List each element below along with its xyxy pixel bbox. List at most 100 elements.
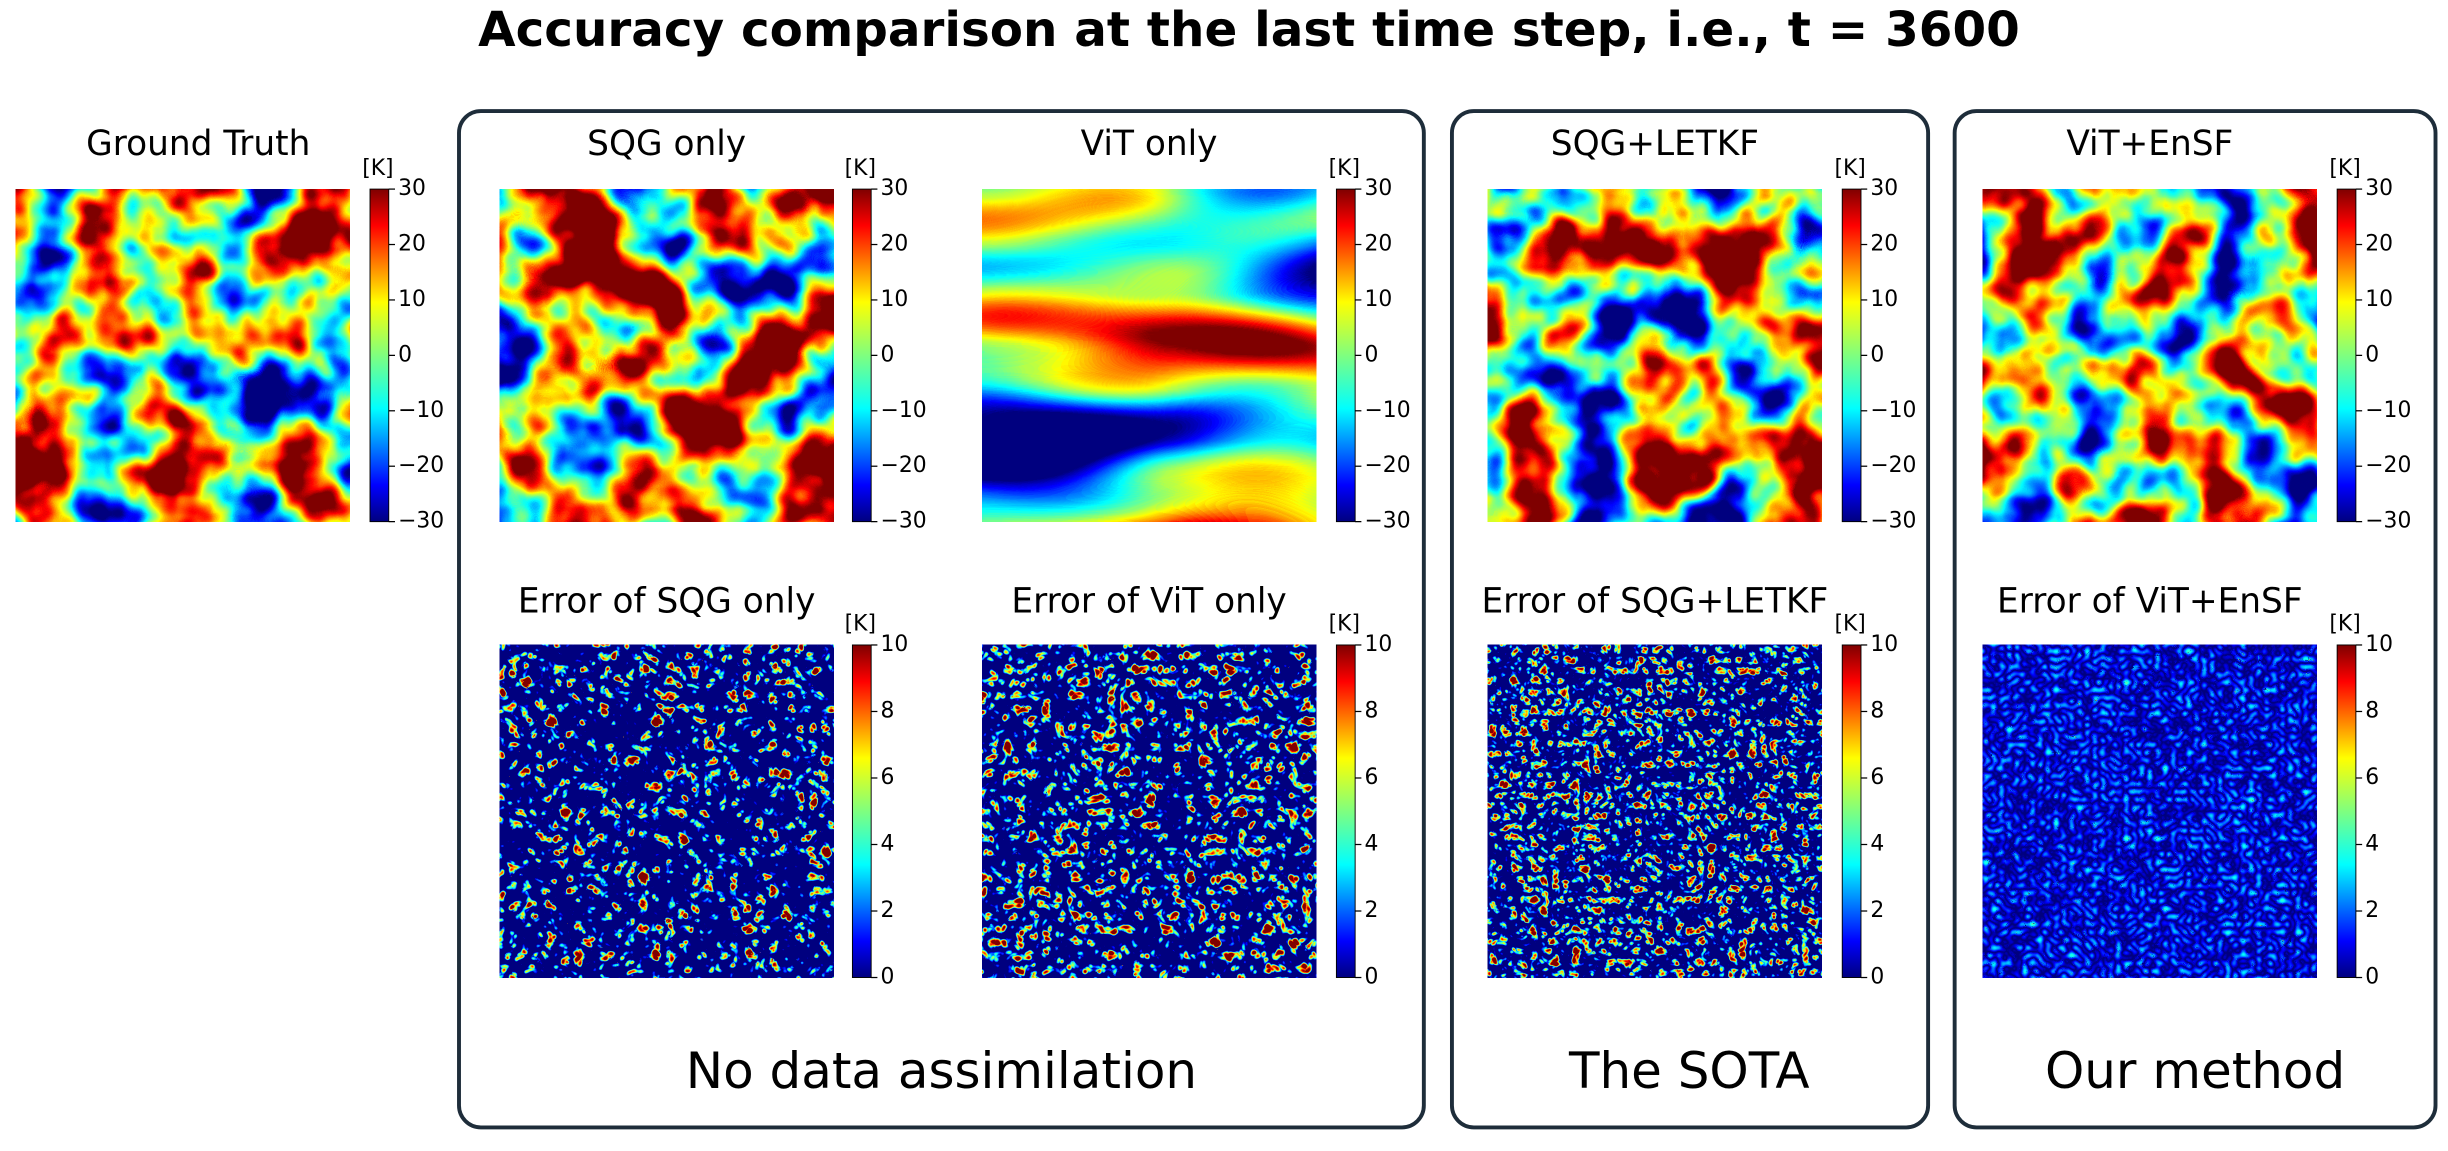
colorbar-tick-label: 0 [1365,342,1379,367]
colorbar [851,644,872,978]
colorbar-tick-label: 4 [1365,831,1379,856]
colorbar-tick-label: 6 [1365,765,1379,790]
heatmap [15,189,350,522]
colorbar-tick-label: 10 [1870,287,1898,312]
colorbar-tick-label: 8 [1870,698,1884,723]
colorbar-tick-label: 2 [2365,898,2379,923]
colorbar [2336,188,2357,523]
heatmap [982,189,1317,522]
colorbar [1335,188,1356,523]
colorbar-tick-label: 0 [1365,965,1379,990]
colorbar-tick-label: −30 [1870,509,1916,534]
colorbar-tick-label: 0 [881,965,895,990]
heatmap [1487,189,1822,522]
colorbar-tick-label: −20 [881,453,927,478]
colorbar-tick-label: 0 [1870,965,1884,990]
colorbar-tick-label: 2 [1365,898,1379,923]
colorbar-tick-label: 10 [1365,287,1393,312]
colorbar-tick-label: 0 [1870,342,1884,367]
colorbar-tick-label: 6 [1870,765,1884,790]
colorbar-unit: [K] [845,612,876,637]
colorbar-tick-label: 8 [1365,698,1379,723]
colorbar-tick-label: 4 [881,831,895,856]
colorbar-tick-label: 10 [1365,632,1393,657]
colorbar-tick-label: 30 [398,176,426,201]
colorbar-unit: [K] [2329,612,2360,637]
colorbar [1335,644,1356,978]
colorbar-tick-label: −10 [2365,398,2411,423]
group-label: The SOTA [1568,1042,1810,1100]
group-box [1449,109,1931,1130]
colorbar-tick-label: 20 [398,232,426,257]
colorbar-tick-label: 20 [881,232,909,257]
panel-title: SQG only [587,124,746,164]
group-label: No data assimilation [686,1042,1197,1100]
colorbar-unit: [K] [2329,156,2360,181]
colorbar-tick-label: 10 [2365,287,2393,312]
colorbar-unit: [K] [1329,612,1360,637]
colorbar [2336,644,2357,978]
colorbar-tick-label: −30 [2365,509,2411,534]
colorbar-tick-label: 2 [881,898,895,923]
colorbar-tick-label: 30 [881,176,909,201]
heatmap [499,644,834,978]
colorbar-tick-label: −10 [1365,398,1411,423]
group-box [1952,109,2438,1130]
colorbar [369,188,390,523]
panel-title: Error of ViT+EnSF [1997,581,2303,621]
figure-title: Accuracy comparison at the last time ste… [478,2,2020,58]
colorbar-tick-label: −10 [1870,398,1916,423]
colorbar-tick-label: −10 [881,398,927,423]
colorbar-tick-label: 10 [398,287,426,312]
colorbar [1841,644,1862,978]
panel-title: SQG+LETKF [1551,124,1759,164]
colorbar-tick-label: −30 [881,509,927,534]
colorbar-tick-label: −10 [398,398,444,423]
colorbar-tick-label: 2 [1870,898,1884,923]
heatmap [1982,189,2317,522]
colorbar-tick-label: 6 [2365,765,2379,790]
group-box [457,109,1426,1130]
heatmap [499,189,834,522]
panel-title: ViT+EnSF [2066,124,2233,164]
colorbar-tick-label: 6 [881,765,895,790]
panel-title: ViT only [1081,124,1218,164]
colorbar-tick-label: −20 [1365,453,1411,478]
panel-title: Error of SQG only [518,581,816,621]
colorbar-tick-label: −20 [2365,453,2411,478]
colorbar-unit: [K] [845,156,876,181]
colorbar-tick-label: −30 [1365,509,1411,534]
heatmap [1487,644,1822,978]
colorbar-tick-label: 4 [2365,831,2379,856]
colorbar-tick-label: 0 [2365,965,2379,990]
colorbar [851,188,872,523]
panel-title: Error of ViT only [1011,581,1286,621]
colorbar-tick-label: 10 [881,632,909,657]
colorbar-tick-label: 20 [1365,232,1393,257]
heatmap [982,644,1317,978]
colorbar-unit: [K] [1329,156,1360,181]
colorbar-tick-label: 10 [1870,632,1898,657]
colorbar-tick-label: 10 [881,287,909,312]
colorbar-tick-label: −20 [398,453,444,478]
colorbar-tick-label: 4 [1870,831,1884,856]
colorbar-tick-label: 0 [2365,342,2379,367]
colorbar-unit: [K] [1834,612,1865,637]
colorbar-tick-label: −20 [1870,453,1916,478]
panel-title: Error of SQG+LETKF [1481,581,1828,621]
colorbar-tick-label: 10 [2365,632,2393,657]
panel-title: Ground Truth [86,124,310,164]
colorbar-tick-label: 30 [2365,176,2393,201]
colorbar-tick-label: 0 [398,342,412,367]
colorbar-tick-label: 20 [1870,232,1898,257]
heatmap [1982,644,2317,978]
colorbar-tick-label: 30 [1365,176,1393,201]
colorbar [1841,188,1862,523]
colorbar-tick-label: 30 [1870,176,1898,201]
colorbar-tick-label: 0 [881,342,895,367]
group-label: Our method [2045,1042,2345,1100]
colorbar-unit: [K] [362,156,393,181]
colorbar-unit: [K] [1834,156,1865,181]
colorbar-tick-label: 20 [2365,232,2393,257]
